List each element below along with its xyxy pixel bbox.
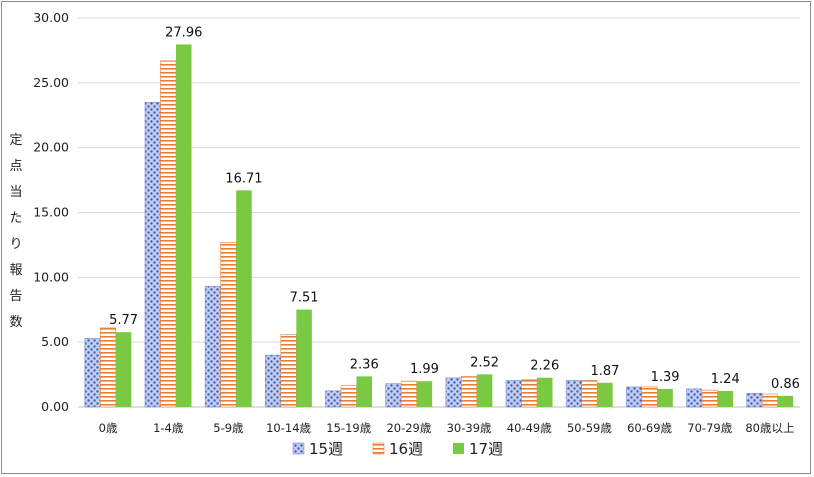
x-axis-ticks: 0歳 1-4歳 5-9歳 10-14歳 15-19歳 20-29歳 30-39歳 40-49歳… [99,421,795,435]
data-label: 2.26 [530,359,559,374]
bar-15週-50-59歳 [565,380,582,408]
legend-label: 16週 [389,440,423,458]
bar-16週-15-19歳 [340,385,357,408]
bar-16週-50-59歳 [581,380,598,408]
y-tick-label: 15.00 [33,205,69,220]
bar-17週-40-49歳 [537,377,553,407]
bar-17週-15-19歳 [356,376,372,407]
bar-16週-70-79歳 [701,389,718,408]
bar-16週-60-69歳 [641,386,658,408]
bar-17週-0歳 [115,332,132,407]
x-tick-label: 10-14歳 [266,421,311,435]
bar-15週-5-9歳 [204,286,221,408]
y-tick-label: 0.00 [41,399,69,414]
y-tick-label: 30.00 [33,10,69,25]
bar-16週-30-39歳 [461,376,478,408]
bar-16週-20-29歳 [400,380,417,408]
y-axis-label-char: 数 [9,315,23,330]
gridlines [78,17,800,408]
bar-15週-0歳 [84,337,101,408]
bar-16週-80歳以上 [761,393,778,408]
bar-17週-60-69歳 [657,388,673,407]
y-axis-label-char: 当 [9,185,23,200]
bar-17週-5-9歳 [236,190,252,407]
y-axis-label-char: り [9,237,23,252]
bar-16週-40-49歳 [521,379,538,408]
x-tick-label: 30-39歳 [447,421,492,435]
data-label: 1.39 [651,370,680,385]
x-tick-label: 20-29歳 [386,421,431,435]
data-labels: 5.77 27.96 16.71 7.51 2.36 1.99 2.52 2.26 1.87 1.… [109,25,800,391]
bar-15週-1-4歳 [144,101,161,408]
x-tick-label: 70-79歳 [687,421,732,435]
bar-16週-10-14歳 [280,334,297,408]
bar-15週-40-49歳 [505,380,522,408]
bar-15週-20-29歳 [385,383,402,408]
bar-15週-15-19歳 [325,390,342,408]
data-label: 2.36 [350,357,379,372]
y-axis-label-char: た [9,211,23,226]
legend: 15週 16週 17週 [292,440,503,458]
y-tick-label: 10.00 [33,269,69,284]
bar-16週-0歳 [100,327,117,408]
y-axis-label-char: 告 [9,289,23,304]
data-label: 27.96 [165,25,202,40]
x-tick-label: 80歳以上 [745,421,794,435]
bar-15週-10-14歳 [265,354,282,408]
y-tick-label: 20.00 [33,140,69,155]
data-label: 16.71 [225,171,262,186]
bar-17週-30-39歳 [476,374,493,407]
legend-swatch [453,443,464,454]
data-label: 0.86 [771,377,800,392]
y-axis-ticks: 0.00 5.00 10.00 15.00 20.00 25.00 30.00 [33,10,69,414]
x-tick-label: 0歳 [99,421,118,435]
bar-17週-70-79歳 [717,390,733,407]
bar-17週-10-14歳 [296,309,312,407]
data-label: 1.99 [410,362,439,377]
bars [84,44,794,408]
bar-15週-60-69歳 [626,386,643,408]
data-label: 2.52 [470,355,499,370]
y-axis-label-char: 点 [9,159,23,174]
y-axis-label: 定点当たり報告数 [8,128,24,336]
bar-15週-80歳以上 [746,393,763,408]
data-label: 1.87 [590,364,619,379]
bar-16週-1-4歳 [160,60,177,408]
legend-label: 17週 [469,440,503,458]
bar-17週-80歳以上 [777,395,794,407]
x-tick-label: 15-19歳 [326,421,371,435]
x-tick-label: 5-9歳 [213,421,244,435]
legend-swatch [372,442,385,455]
x-tick-label: 40-49歳 [507,421,552,435]
bar-16週-5-9歳 [220,242,237,408]
data-label: 1.24 [711,372,740,387]
y-axis-label-char: 定 [9,133,23,148]
bar-17週-20-29歳 [416,381,433,407]
x-tick-label: 60-69歳 [627,421,672,435]
bar-17週-50-59歳 [597,382,613,407]
bar-17週-1-4歳 [176,44,192,408]
x-tick-label: 50-59歳 [567,421,612,435]
legend-label: 15週 [309,440,343,458]
y-axis-label-char: 報 [9,263,23,278]
data-label: 5.77 [109,313,138,328]
legend-swatch [292,442,305,455]
bar-15週-30-39歳 [445,377,462,408]
y-tick-label: 5.00 [41,334,69,349]
y-tick-label: 25.00 [33,75,69,90]
data-label: 7.51 [290,291,319,306]
bar-15週-70-79歳 [686,388,703,408]
x-tick-label: 1-4歳 [153,421,184,435]
